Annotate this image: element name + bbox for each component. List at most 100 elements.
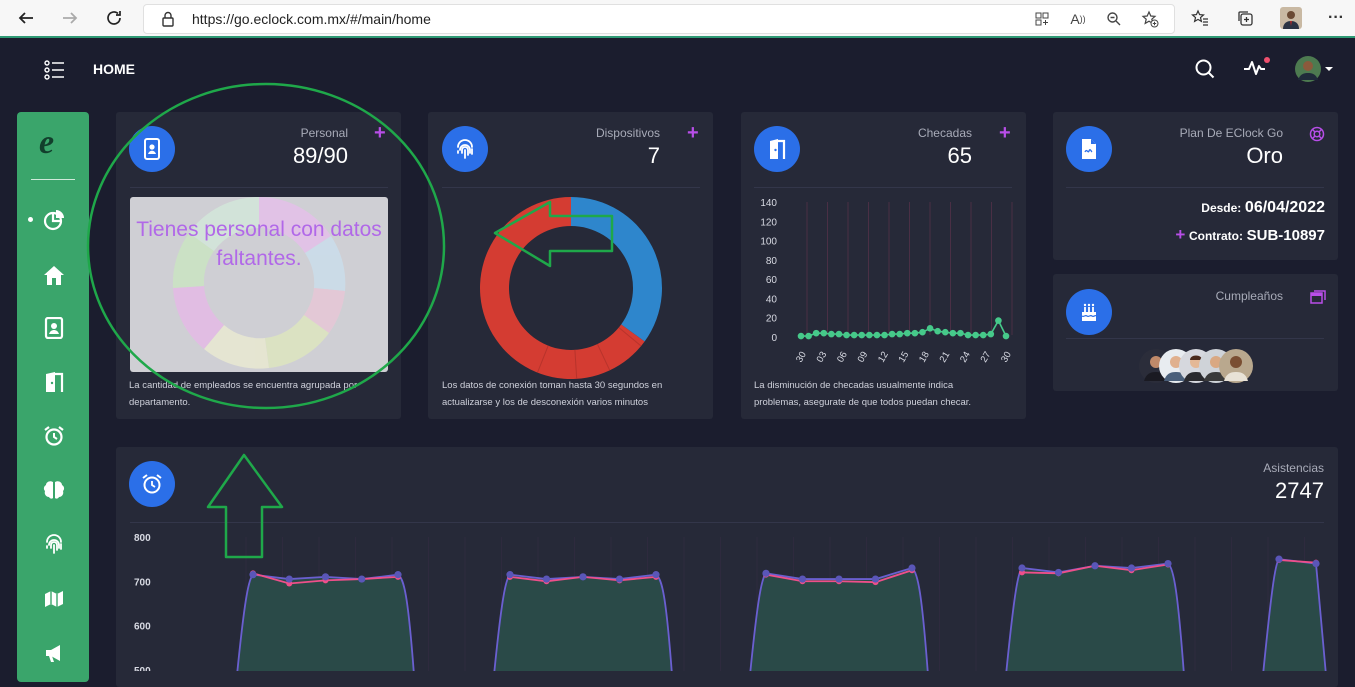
missing-data-overlay[interactable]: Tienes personal con datos faltantes. — [130, 197, 388, 372]
user-avatar-menu[interactable] — [1294, 55, 1334, 83]
asistencias-point[interactable] — [871, 575, 880, 583]
asistencias-point[interactable] — [908, 564, 916, 572]
checadas-point[interactable] — [812, 329, 820, 337]
checadas-point[interactable] — [979, 331, 987, 339]
zoom-icon[interactable] — [1102, 7, 1126, 31]
desde-value: 06/04/2022 — [1244, 199, 1325, 216]
back-arrow-icon[interactable] — [14, 6, 38, 30]
profile-avatar-icon[interactable] — [1279, 6, 1303, 30]
checadas-point[interactable] — [820, 329, 828, 337]
collections-icon[interactable] — [1233, 6, 1257, 30]
favorites-icon[interactable] — [1188, 6, 1212, 30]
checadas-point[interactable] — [957, 329, 964, 337]
asistencias-point[interactable] — [798, 575, 807, 583]
asistencias-point[interactable] — [762, 569, 770, 577]
x-tick-label: 30 — [999, 350, 1014, 365]
checadas-point[interactable] — [835, 330, 843, 338]
checadas-point[interactable] — [919, 328, 926, 336]
asistencias-point[interactable] — [1275, 555, 1283, 563]
card-divider — [1066, 187, 1324, 188]
asistencias-point[interactable] — [1312, 559, 1320, 568]
refresh-icon[interactable] — [102, 6, 126, 30]
plan-desde: Desde: 06/04/2022 — [1120, 199, 1325, 217]
add-favorite-icon[interactable] — [1138, 7, 1162, 31]
checadas-point[interactable] — [888, 330, 896, 338]
avatar[interactable] — [1219, 349, 1253, 383]
asistencias-point[interactable] — [1164, 559, 1172, 568]
asistencias-point[interactable] — [652, 571, 660, 579]
contrato-label: Contrato: — [1188, 229, 1243, 243]
read-aloud-icon[interactable]: A)) — [1070, 11, 1086, 27]
checadas-point[interactable] — [987, 330, 995, 338]
menu-list-icon[interactable] — [44, 60, 66, 80]
checadas-point[interactable] — [850, 331, 858, 339]
search-icon[interactable] — [1194, 58, 1216, 80]
add-contrato-icon[interactable]: + — [1175, 225, 1186, 244]
asistencias-point[interactable] — [615, 575, 624, 583]
checadas-point[interactable] — [1002, 332, 1010, 340]
activity-icon[interactable] — [1242, 56, 1272, 80]
support-icon[interactable] — [1309, 126, 1325, 142]
department-slice — [189, 197, 259, 251]
donut-slice[interactable] — [571, 197, 662, 342]
forward-arrow-icon[interactable] — [58, 6, 82, 30]
megaphone-icon — [46, 645, 60, 662]
asistencias-point[interactable] — [542, 575, 551, 583]
sidebar-item-map[interactable] — [40, 585, 68, 613]
checadas-point[interactable] — [949, 329, 957, 337]
checadas-point[interactable] — [896, 330, 904, 338]
asistencias-area — [749, 567, 929, 671]
sidebar-item-home[interactable] — [40, 261, 68, 289]
asistencias-point[interactable] — [579, 573, 587, 581]
sidebar-item-dispositivos[interactable] — [40, 530, 68, 558]
checadas-point[interactable] — [926, 325, 934, 332]
checadas-point[interactable] — [866, 331, 873, 339]
x-tick-label: 30 — [794, 350, 809, 365]
sidebar-item-brain[interactable] — [40, 476, 68, 504]
asistencias-point[interactable] — [394, 571, 402, 579]
asistencias-point[interactable] — [1127, 564, 1136, 572]
checadas-point[interactable] — [941, 328, 949, 336]
asistencias-point[interactable] — [1091, 562, 1099, 570]
checadas-point[interactable] — [805, 332, 812, 340]
calendar-window-icon[interactable] — [1310, 290, 1326, 304]
checadas-point[interactable] — [797, 332, 805, 340]
app-available-icon[interactable] — [1030, 7, 1054, 31]
y-tick-label: 700 — [134, 577, 151, 588]
checadas-point[interactable] — [843, 331, 850, 339]
checadas-point[interactable] — [881, 331, 888, 339]
asistencias-point[interactable] — [1018, 564, 1026, 572]
asistencias-point[interactable] — [835, 575, 843, 583]
checadas-point[interactable] — [995, 317, 1002, 324]
donut-slice[interactable] — [480, 197, 645, 379]
asistencias-point[interactable] — [506, 571, 514, 579]
more-menu-icon[interactable]: ··· — [1328, 9, 1344, 26]
sidebar-item-checadas[interactable] — [40, 368, 68, 396]
checadas-point[interactable] — [903, 329, 911, 337]
address-bar[interactable]: https://go.eclock.com.mx/#/main/home A)) — [143, 4, 1175, 34]
sidebar-item-asistencias[interactable] — [40, 422, 68, 450]
asistencias-point[interactable] — [321, 573, 330, 581]
sidebar-item-dashboard[interactable] — [40, 206, 68, 234]
add-dispositivo-button[interactable]: + — [687, 122, 699, 144]
checadas-point[interactable] — [964, 331, 972, 339]
map-icon — [45, 591, 63, 607]
checadas-point[interactable] — [873, 331, 881, 339]
asistencias-point[interactable] — [1054, 568, 1063, 577]
asistencias-point[interactable] — [249, 571, 257, 579]
checadas-point[interactable] — [934, 327, 941, 335]
checadas-point[interactable] — [972, 331, 979, 339]
asistencias-point[interactable] — [358, 575, 366, 583]
sidebar-item-personal[interactable] — [40, 314, 68, 342]
checadas-footer: La disminución de checadas usualmente in… — [754, 377, 1016, 411]
sidebar-item-announcements[interactable] — [40, 639, 68, 667]
asistencias-point[interactable] — [285, 575, 293, 583]
active-indicator — [28, 217, 33, 222]
checadas-point[interactable] — [911, 329, 919, 337]
checadas-point[interactable] — [828, 330, 835, 338]
add-checada-button[interactable]: + — [999, 122, 1011, 144]
eclock-logo[interactable]: e — [39, 124, 55, 161]
checadas-point[interactable] — [858, 331, 866, 339]
checadas-value: 65 — [947, 143, 972, 168]
add-personal-button[interactable]: + — [374, 122, 386, 144]
